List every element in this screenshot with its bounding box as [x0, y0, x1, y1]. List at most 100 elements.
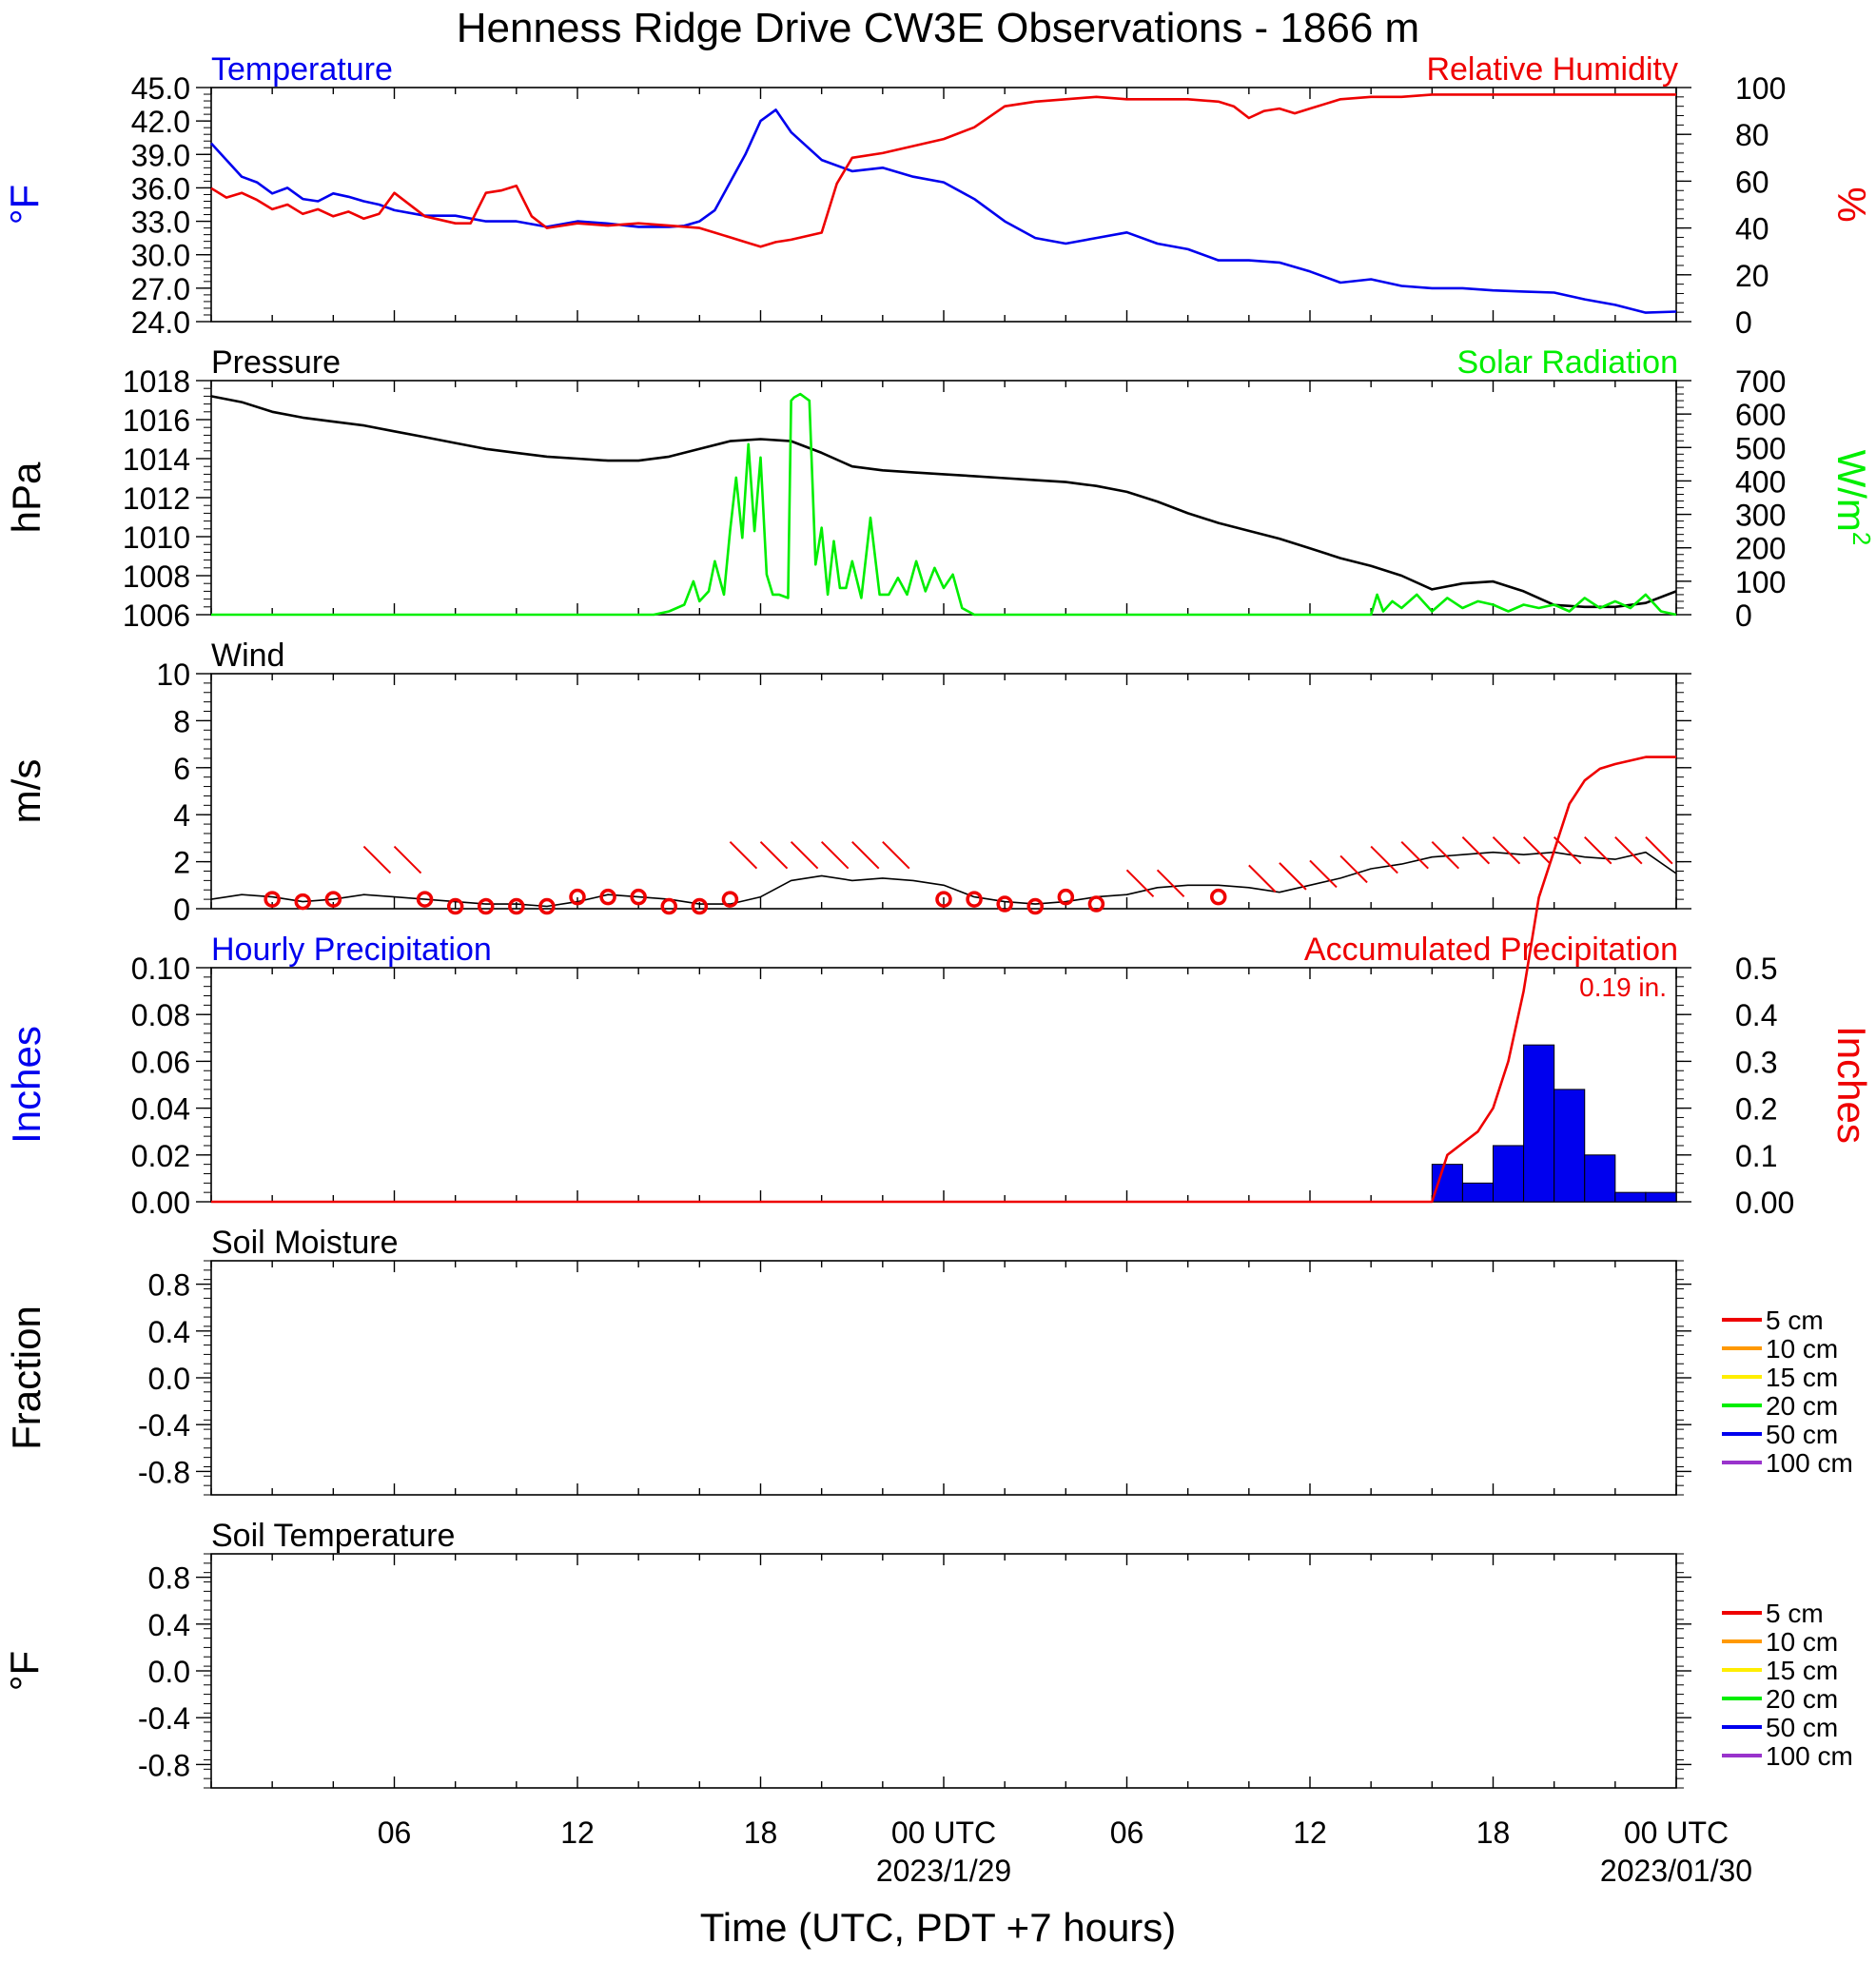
- wind-calm-marker: [1210, 888, 1227, 906]
- wind-barb: [729, 840, 758, 870]
- y-tick-label: 0.06: [131, 1045, 190, 1079]
- wind-calm-marker: [416, 891, 434, 908]
- wind-barb: [759, 840, 789, 870]
- y-tick-label: 10: [156, 658, 190, 692]
- y-tick-label: 1012: [123, 481, 190, 516]
- legend-label: 100 cm: [1766, 1741, 1853, 1771]
- wind-calm-marker: [630, 888, 647, 906]
- y-right-tick-label: 0.4: [1735, 998, 1777, 1032]
- panel-right-title: Accumulated Precipitation: [1304, 932, 1678, 968]
- y-tick-label: 0.00: [131, 1186, 190, 1220]
- series-line-1: [211, 756, 1676, 1204]
- y-tick-label: 0.0: [148, 1655, 190, 1689]
- wind-barb: [790, 840, 819, 870]
- wind-calm-marker: [508, 897, 525, 915]
- y-tick-label: 39.0: [131, 138, 190, 172]
- x-tick-date-label: 2023/01/30: [1600, 1854, 1752, 1888]
- y-tick-label: 0.02: [131, 1139, 190, 1173]
- wind-barb: [851, 840, 880, 870]
- wind-barb: [1339, 854, 1368, 884]
- y-tick-label: 6: [173, 752, 190, 786]
- y-right-tick-label: 0.2: [1735, 1092, 1777, 1127]
- precip-bar: [1431, 1164, 1463, 1203]
- wind-calm-marker: [721, 891, 739, 908]
- legend-label: 50 cm: [1766, 1420, 1838, 1449]
- y-right-tick-label: 20: [1735, 259, 1769, 293]
- y-right-tick-label: 0.5: [1735, 952, 1777, 986]
- y-tick-label: 2: [173, 846, 190, 880]
- y-tick-label: 1010: [123, 520, 190, 555]
- y-tick-label: 8: [173, 704, 190, 738]
- wind-barb: [1125, 869, 1155, 898]
- wind-calm-marker: [966, 891, 983, 908]
- wind-calm-marker: [264, 891, 281, 908]
- wind-barb: [1431, 840, 1460, 870]
- wind-barb: [1522, 836, 1552, 865]
- y-axis-right-label: W/m2: [1829, 450, 1876, 546]
- legend-label: 15 cm: [1766, 1363, 1838, 1392]
- wind-calm-marker: [446, 897, 464, 915]
- panel-left-title: Wind: [211, 638, 284, 674]
- y-axis-label: Fraction: [4, 1305, 49, 1450]
- wind-calm-marker: [294, 893, 311, 911]
- y-right-tick-label: 0.1: [1735, 1139, 1777, 1173]
- panel-left-title: Temperature: [211, 51, 393, 88]
- x-tick-label: 18: [1476, 1816, 1511, 1850]
- x-tick-date-label: 2023/1/29: [876, 1854, 1011, 1888]
- y-tick-label: 0.8: [148, 1268, 190, 1303]
- y-right-tick-label: 60: [1735, 165, 1769, 199]
- legend-label: 5 cm: [1766, 1599, 1824, 1628]
- wind-calm-marker: [538, 897, 556, 915]
- wind-calm-marker: [660, 897, 677, 915]
- wind-barb: [393, 845, 422, 874]
- wind-barb: [1400, 840, 1429, 870]
- series-line-0: [210, 851, 1677, 908]
- y-right-tick-label: 0.3: [1735, 1045, 1777, 1079]
- wind-barb: [1553, 836, 1582, 865]
- y-tick-label: 30.0: [131, 239, 190, 273]
- y-axis-right-label-superscript: 2: [1847, 532, 1876, 545]
- wind-barb: [1461, 836, 1491, 865]
- legend-label: 20 cm: [1766, 1391, 1838, 1421]
- legend-label: 15 cm: [1766, 1656, 1838, 1685]
- panel-right-title: Solar Radiation: [1457, 344, 1678, 381]
- wind-calm-marker: [1057, 888, 1075, 906]
- plot-frame: [210, 380, 1677, 616]
- precip-bar: [1461, 1182, 1494, 1203]
- y-right-tick-label: 0.00: [1735, 1186, 1794, 1220]
- plot-frame: [210, 1553, 1677, 1789]
- panel-left-title: Soil Temperature: [211, 1518, 455, 1554]
- legend-label: 20 cm: [1766, 1684, 1838, 1714]
- wind-barb: [1584, 836, 1612, 865]
- y-right-tick-label: 400: [1735, 464, 1786, 499]
- y-tick-label: 1018: [123, 364, 190, 399]
- x-tick-label: 18: [744, 1816, 778, 1850]
- wind-barb: [1645, 836, 1673, 865]
- wind-calm-marker: [478, 897, 495, 915]
- precip-bar: [1584, 1154, 1616, 1203]
- wind-barb: [1370, 845, 1398, 874]
- series-line-1: [211, 392, 1677, 617]
- panel-left-title: Soil Moisture: [211, 1225, 399, 1261]
- x-tick-label: 06: [1110, 1816, 1144, 1850]
- precip-bar: [1554, 1089, 1586, 1203]
- wind-calm-marker: [996, 895, 1013, 913]
- y-tick-label: 45.0: [131, 71, 190, 106]
- wind-barb: [362, 845, 392, 874]
- wind-barb: [882, 840, 910, 870]
- series-line-0: [210, 108, 1677, 314]
- x-tick-label: 00 UTC: [891, 1816, 996, 1850]
- y-right-tick-label: 300: [1735, 499, 1786, 533]
- y-right-tick-label: 40: [1735, 212, 1769, 246]
- chart-title: Henness Ridge Drive CW3E Observations - …: [457, 5, 1419, 51]
- wind-barb: [1156, 869, 1185, 898]
- y-tick-label: 0.08: [131, 998, 190, 1032]
- wind-barb: [820, 840, 850, 870]
- y-axis-label: m/s: [4, 759, 49, 824]
- y-right-tick-label: 100: [1735, 565, 1786, 599]
- y-tick-label: 36.0: [131, 171, 190, 206]
- wind-calm-marker: [569, 888, 586, 906]
